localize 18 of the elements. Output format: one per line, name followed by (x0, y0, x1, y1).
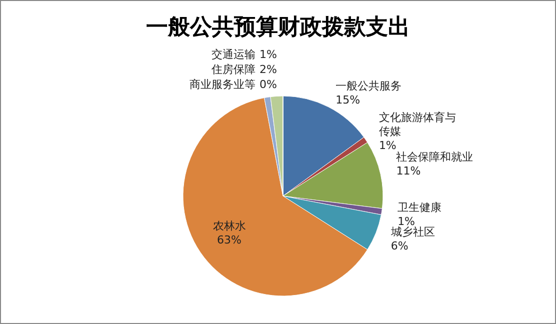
data-label: 6% (390, 240, 408, 253)
text: 0% (260, 78, 277, 91)
category-label: 商业服务业等 (190, 78, 256, 91)
slice-label: 社会保障和就业 (396, 150, 474, 164)
data-label: 15% (336, 94, 360, 107)
data-label: 11% (396, 164, 421, 178)
slice-label: 城乡社区 (390, 226, 435, 239)
data-label: 2% (260, 63, 277, 76)
chart-title: 一般公共预算财政拨款支出 (146, 15, 410, 40)
slice-label: 文化旅游体育与传媒 (378, 110, 456, 138)
slice-label: 卫生健康 (398, 201, 442, 214)
data-label: 1% (260, 48, 277, 61)
slice-label: 住房保障 (212, 63, 256, 76)
slice-label: 农林水 (212, 220, 246, 233)
data-label: 1% (378, 138, 396, 152)
slice-label: 一般公共服务 (336, 80, 402, 93)
slice-label: 交通运输 (212, 48, 256, 61)
data-label: 63% (217, 234, 242, 247)
